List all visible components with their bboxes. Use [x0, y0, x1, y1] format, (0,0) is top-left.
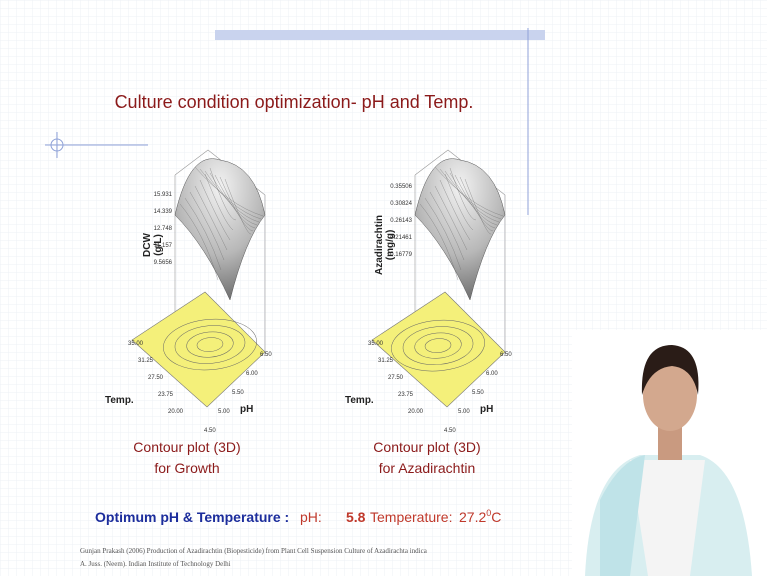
ph-axis-label: pH: [240, 404, 253, 415]
plot-caption: Contour plot (3D): [133, 439, 240, 455]
page: Culture condition optimization- pH and T…: [0, 0, 767, 576]
temp-number: 27.2: [459, 509, 486, 525]
temp-axis-label: Temp.: [345, 395, 374, 406]
ph-axis-label: pH: [480, 404, 493, 415]
z-tick-label: 14.339: [154, 209, 173, 215]
presenter: [572, 330, 767, 576]
slide-title: Culture condition optimization- pH and T…: [115, 92, 474, 112]
temp-tick-label: 35.00: [368, 341, 384, 347]
ph-tick-label: 6.50: [500, 352, 512, 358]
temp-label: Temperature:: [370, 509, 452, 525]
ph-tick-label: 6.50: [260, 352, 272, 358]
z-tick-label: 0.30824: [390, 201, 412, 207]
ph-tick-label: 4.50: [444, 428, 456, 434]
ph-tick-label: 5.50: [472, 390, 484, 396]
z-axis-label: DCW: [142, 233, 153, 257]
temp-tick-label: 31.25: [378, 358, 394, 364]
z-tick-label: 15.931: [154, 192, 173, 198]
ph-tick-label: 5.00: [218, 409, 230, 415]
ph-value: 5.8: [346, 509, 366, 525]
ph-label: pH:: [300, 509, 322, 525]
citation: Gunjan Prakash (2006) Production of Azad…: [80, 547, 428, 555]
ph-tick-label: 6.00: [246, 371, 258, 377]
temp-value: 27.20C: [459, 508, 501, 525]
z-tick-label: 12.748: [154, 226, 173, 232]
z-axis-label: (mg/g): [385, 230, 396, 261]
temp-tick-label: 23.75: [398, 392, 414, 398]
ph-tick-label: 4.50: [204, 428, 216, 434]
ph-tick-label: 5.50: [232, 390, 244, 396]
temp-tick-label: 20.00: [168, 409, 184, 415]
optimum-label: Optimum pH & Temperature :: [95, 509, 289, 525]
z-axis-label: (g/L): [153, 234, 164, 256]
temp-tick-label: 31.25: [138, 358, 154, 364]
z-tick-label: 0.35506: [390, 184, 412, 190]
plot-caption: for Azadirachtin: [379, 460, 476, 476]
plot-caption: Contour plot (3D): [373, 439, 480, 455]
ph-tick-label: 5.00: [458, 409, 470, 415]
z-tick-label: 0.26143: [390, 218, 412, 224]
temp-axis-label: Temp.: [105, 395, 134, 406]
temp-tick-label: 20.00: [408, 409, 424, 415]
z-tick-label: 9.5656: [154, 260, 173, 266]
slide: Culture condition optimization- pH and T…: [0, 0, 767, 576]
citation: A. Juss. (Neem). Indian Institute of Tec…: [80, 560, 231, 568]
temp-unit: C: [491, 509, 501, 525]
temp-tick-label: 35.00: [128, 341, 144, 347]
top-bar: [215, 30, 545, 40]
z-axis-label: Azadirachtin: [374, 215, 385, 275]
temp-tick-label: 27.50: [148, 375, 164, 381]
plot-caption: for Growth: [154, 460, 219, 476]
temp-tick-label: 23.75: [158, 392, 174, 398]
temp-tick-label: 27.50: [388, 375, 404, 381]
ph-tick-label: 6.00: [486, 371, 498, 377]
